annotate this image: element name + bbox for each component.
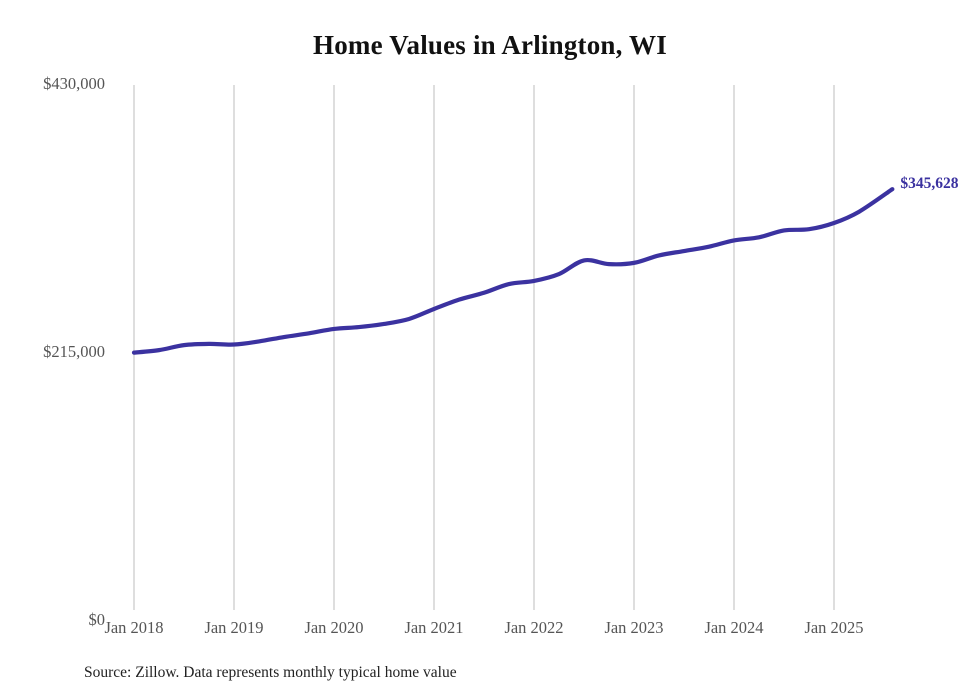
x-axis-tick-label-2020: Jan 2020: [304, 618, 364, 637]
x-axis-tick-label-2018: Jan 2018: [104, 618, 164, 637]
x-axis-tick-label-2022: Jan 2022: [504, 618, 564, 637]
source-note: Source: Zillow. Data represents monthly …: [84, 664, 457, 681]
y-axis-tick-label-mid: $215,000: [43, 342, 105, 361]
x-axis-tick-label-2024: Jan 2024: [704, 618, 764, 637]
x-axis-tick-label-2021: Jan 2021: [404, 618, 464, 637]
home-value-line-series: [131, 187, 895, 355]
chart-title: Home Values in Arlington, WI: [313, 30, 667, 60]
x-axis-tick-label-2025: Jan 2025: [804, 618, 864, 637]
end-value-annotation: $345,628: [900, 175, 959, 193]
y-axis-tick-label-bottom: $0: [88, 610, 106, 629]
x-axis-tick-label-2023: Jan 2023: [604, 618, 664, 637]
y-axis-tick-label-top: $430,000: [43, 74, 105, 93]
x-axis-tick-label-2019: Jan 2019: [204, 618, 264, 637]
vertical-gridlines: [133, 85, 835, 610]
